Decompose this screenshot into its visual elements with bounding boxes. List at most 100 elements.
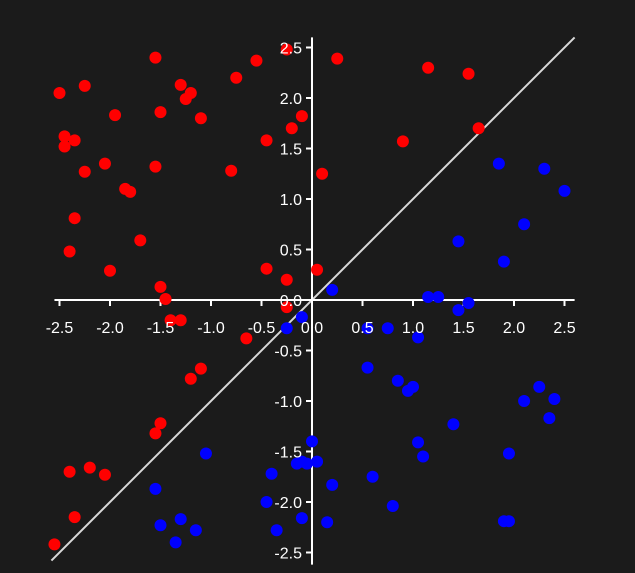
blue-data-point [381,322,394,335]
blue-data-point [326,478,339,491]
red-data-point [58,130,71,143]
blue-data-point [260,496,273,508]
blue-data-point [361,361,374,374]
red-data-point [124,185,137,198]
blue-data-point [417,450,430,463]
x-tick-label: -1.0 [197,320,225,337]
red-data-point [58,140,71,153]
red-data-point [316,167,329,180]
red-data-point [260,134,273,147]
red-data-point [280,301,293,314]
blue-data-point [558,184,571,197]
red-data-point [174,78,187,91]
y-tick-label: 0.5 [280,243,302,260]
blue-data-point [295,311,308,324]
red-data-point [98,157,111,170]
blue-data-point [538,162,551,175]
blue-data-point [290,457,303,470]
blue-data-point [452,304,465,317]
red-data-point [225,164,238,177]
red-data-point [104,264,116,277]
red-data-point [311,263,324,276]
red-data-point [53,86,66,99]
y-tick-label: -2.0 [274,495,302,512]
blue-data-point [497,515,510,528]
red-data-point [396,135,409,148]
red-data-point [179,93,192,106]
y-tick-label: -2.5 [274,546,302,563]
blue-data-point [452,235,465,248]
red-data-point [78,79,91,92]
red-data-point [63,245,76,258]
y-tick-label: 1.0 [280,192,302,209]
blue-data-point [407,380,419,393]
blue-data-point [189,524,202,537]
blue-data-point [412,436,425,449]
red-data-point [134,234,147,247]
red-data-point [422,61,435,74]
blue-data-point [265,467,278,480]
x-tick-label: 2.5 [553,320,575,337]
red-data-point [149,51,162,64]
y-tick-label: -1.5 [274,445,302,462]
red-data-point [68,212,81,225]
blue-data-point [366,470,379,483]
blue-data-point [447,418,460,431]
data-points [48,43,571,551]
red-data-point [194,362,207,375]
blue-data-point [492,157,505,170]
blue-data-point [432,290,445,303]
red-data-point [154,106,167,119]
red-data-point [230,71,243,84]
red-data-point [240,332,253,345]
blue-data-point [462,297,475,310]
red-data-point [280,43,293,56]
red-data-point [154,417,167,430]
blue-data-point [518,218,531,231]
red-data-point [68,134,81,147]
blue-data-point [174,513,187,526]
red-data-point [109,109,122,122]
blue-data-point [502,447,515,460]
y-tick-label: 2.0 [280,91,302,108]
diagonal-reference-line [50,36,576,562]
x-tick-label: 0.5 [351,320,373,337]
blue-data-point [497,255,510,268]
blue-data-point [422,290,435,303]
blue-data-point [386,500,399,513]
blue-data-point [149,482,162,495]
x-tick-label: -2.5 [46,320,74,337]
x-tick-label: 1.0 [402,320,424,337]
blue-data-point [361,322,374,335]
y-tick-label: 0.0 [280,293,302,310]
red-data-point [63,465,76,478]
blue-data-point [326,283,339,296]
blue-data-point [270,524,283,537]
red-data-point [184,372,197,385]
blue-data-point [412,331,425,344]
blue-data-point [548,392,561,405]
blue-data-point [295,512,308,525]
red-data-point [164,314,177,327]
blue-data-point [199,447,212,460]
y-tick-label: 2.5 [280,41,302,58]
red-data-point [149,427,162,440]
y-tick-label: -0.5 [274,344,302,361]
red-data-point [472,122,485,135]
blue-data-point [306,435,318,448]
blue-data-point [543,412,556,425]
x-tick-label: 1.5 [452,320,474,337]
x-tick-label: -2.0 [96,320,124,337]
red-data-point [48,538,61,551]
x-tick-label: -1.5 [147,320,175,337]
red-data-point [68,511,81,524]
red-data-point [260,262,273,275]
y-tick-label: -1.0 [274,394,302,411]
red-data-point [295,110,308,123]
red-data-point [250,54,263,67]
red-data-point [285,122,298,135]
blue-data-point [533,380,546,393]
red-data-point [331,52,344,65]
red-data-point [149,160,162,173]
